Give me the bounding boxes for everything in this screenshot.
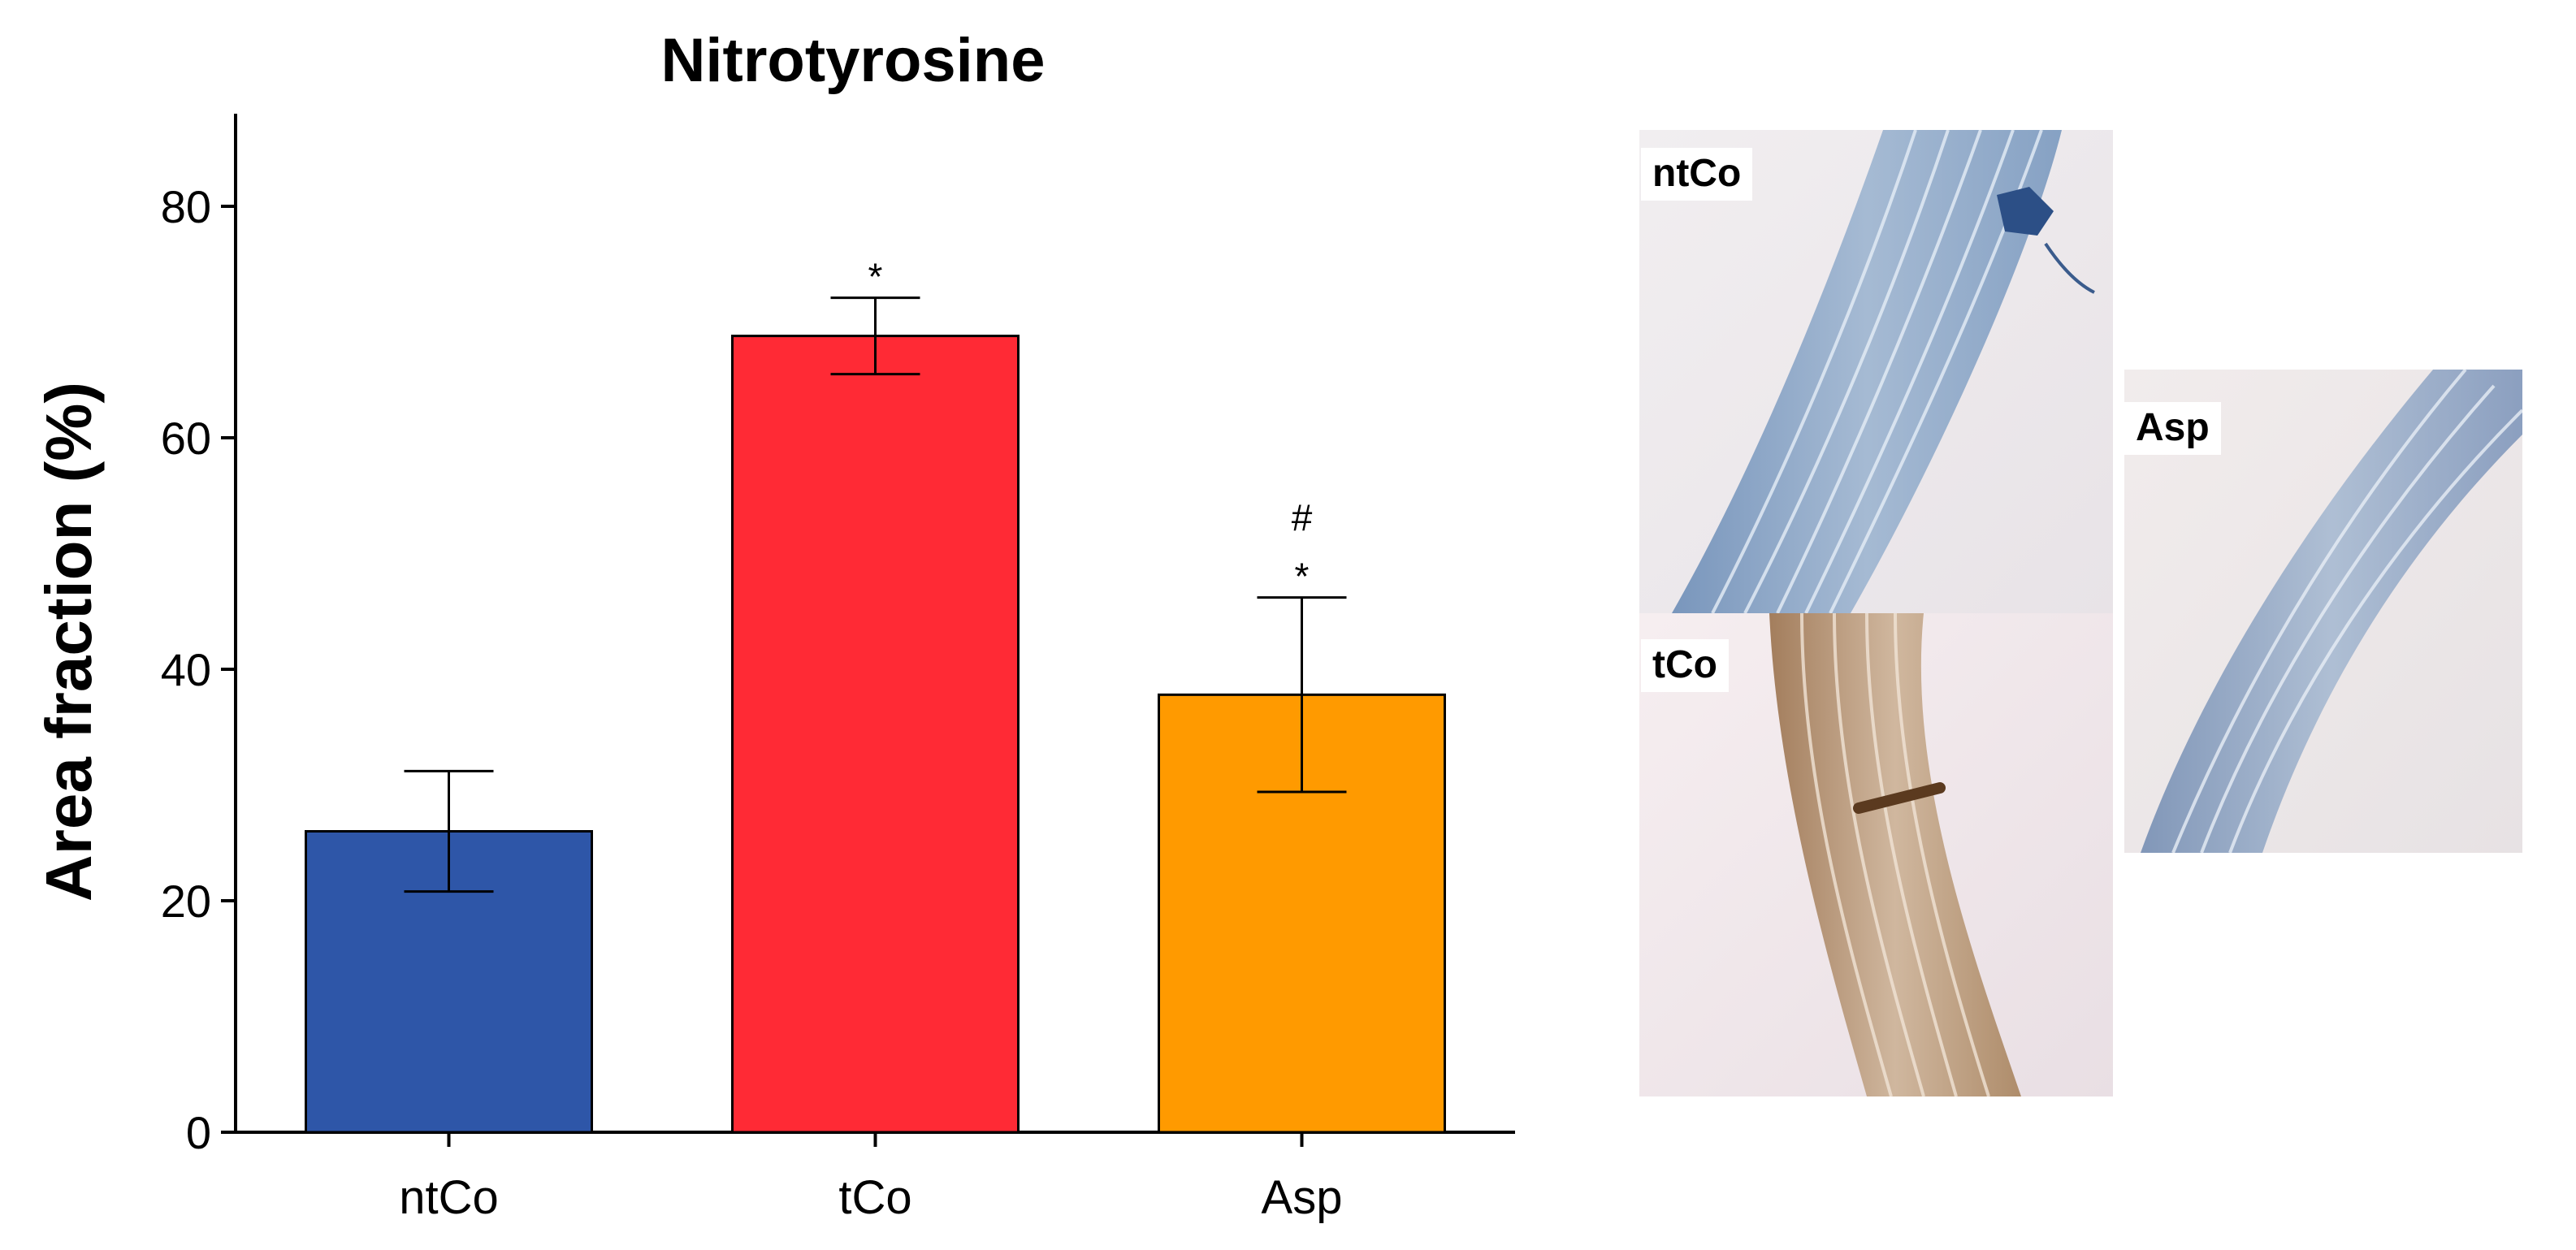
- significance-mark: *: [1295, 556, 1310, 598]
- x-tick-label-tco: tCo: [838, 1171, 911, 1224]
- chart-title: Nitrotyrosine: [661, 26, 1046, 95]
- panel-label-asp: Asp: [2124, 402, 2221, 455]
- y-tick-label: 0: [186, 1107, 211, 1158]
- y-tick-label: 60: [161, 413, 211, 464]
- y-axis-label: Area fraction (%): [32, 382, 105, 902]
- x-tick-label-ntco: ntCo: [399, 1171, 499, 1224]
- micrograph-ntco: ntCo: [1639, 130, 2113, 613]
- significance-mark: #: [1292, 497, 1313, 539]
- y-tick-label: 80: [161, 181, 211, 232]
- micrograph-asp: Asp: [2124, 370, 2522, 853]
- panel-label-tco: tCo: [1641, 639, 1729, 692]
- y-tick-label: 40: [161, 644, 211, 695]
- x-tick-label-asp: Asp: [1262, 1171, 1343, 1224]
- panel-label-ntco: ntCo: [1641, 148, 1753, 201]
- y-tick-label: 20: [161, 876, 211, 927]
- micrograph-tco: tCo: [1639, 613, 2113, 1096]
- significance-mark: *: [868, 256, 883, 298]
- bar-tco: [731, 335, 1020, 1134]
